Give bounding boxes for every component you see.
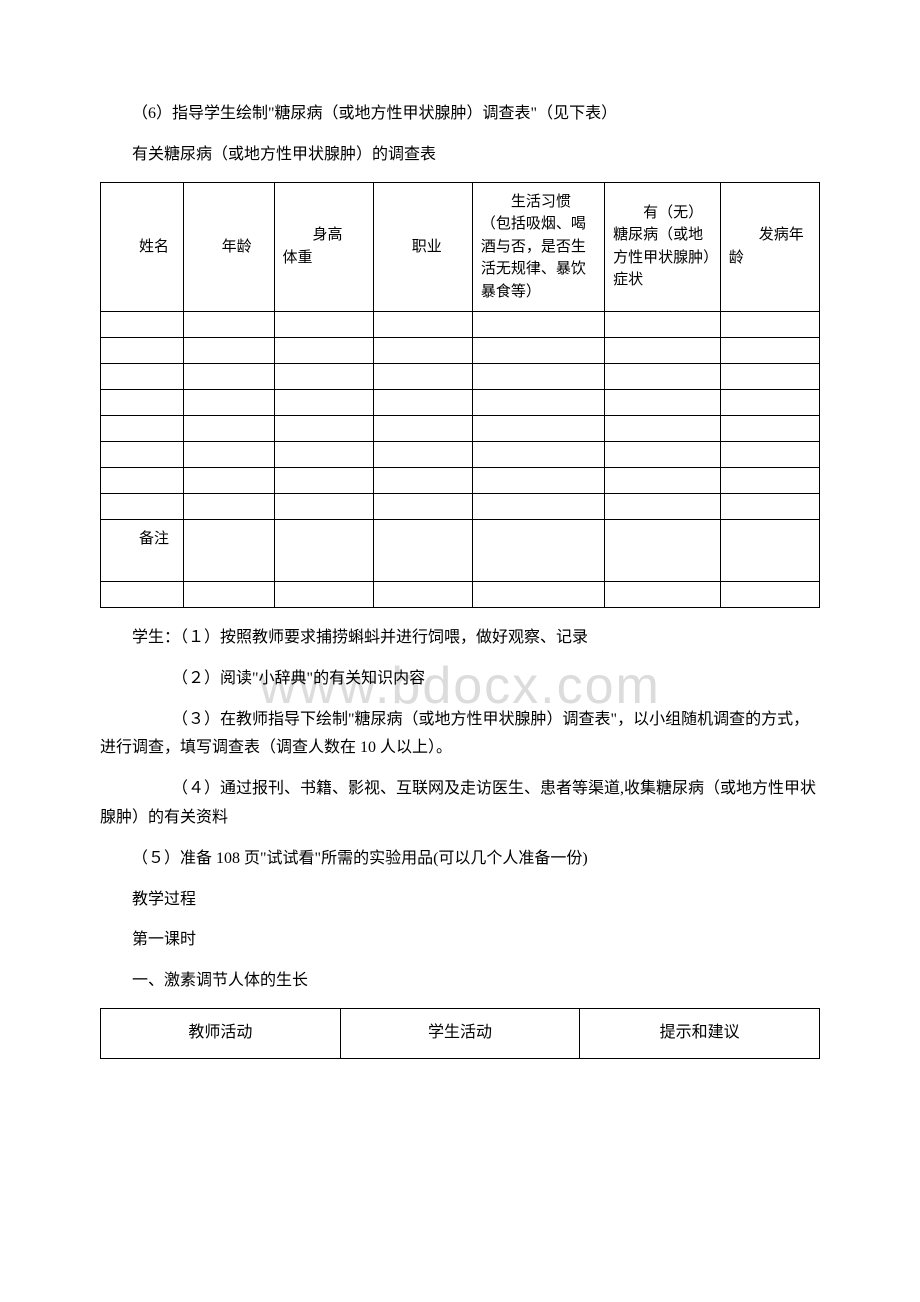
paragraph-lesson-1: 第一课时 [100,926,820,955]
table-remark-row: 备注 [101,520,820,582]
table-header-row: 姓名 年龄 身高 体重 职业 生活习惯（包括吸烟、喝酒与否，是否生活无规律、暴饮… [101,182,820,312]
table-row [101,364,820,390]
header-name: 姓名 [101,182,184,312]
footer-table: 教师活动 学生活动 提示和建议 [100,1008,820,1059]
header-onset-age: 发病年龄 [720,182,819,312]
footer-col-hint: 提示和建议 [580,1009,820,1059]
paragraph-student-4: （４）通过报刊、书籍、影视、互联网及走访医生、患者等渠道,收集糖尿病（或地方性甲… [100,775,820,833]
header-age: 年龄 [183,182,274,312]
paragraph-student-2: （２）阅读"小辞典"的有关知识内容 [100,665,820,694]
remark-label: 备注 [101,520,184,582]
intro-line-1: （6）指导学生绘制"糖尿病（或地方性甲状腺肿）调查表"（见下表） [100,100,820,129]
table-row [101,312,820,338]
paragraph-student-5: （５）准备 108 页"试试看"所需的实验用品(可以几个人准备一份) [100,845,820,874]
footer-table-row: 教师活动 学生活动 提示和建议 [101,1009,820,1059]
paragraph-student-3: （３）在教师指导下绘制"糖尿病（或地方性甲状腺肿）调查表"，以小组随机调查的方式… [100,706,820,764]
footer-col-teacher: 教师活动 [101,1009,341,1059]
table-row [101,494,820,520]
header-symptom: 有（无）糖尿病（或地方性甲状腺肿）症状 [605,182,721,312]
paragraph-process: 教学过程 [100,886,820,915]
paragraph-section-1: 一、激素调节人体的生长 [100,967,820,996]
paragraph-student-3-text: （３）在教师指导下绘制"糖尿病（或地方性甲状腺肿）调查表"，以小组随机调查的方式… [100,711,809,757]
document-content: （6）指导学生绘制"糖尿病（或地方性甲状腺肿）调查表"（见下表） 有关糖尿病（或… [100,100,820,1059]
table-row [101,468,820,494]
paragraph-student-1: 学生：（１）按照教师要求捕捞蝌蚪并进行饲喂，做好观察、记录 [100,624,820,653]
table-row [101,442,820,468]
paragraph-student-4-text: （４）通过报刊、书籍、影视、互联网及走访医生、患者等渠道,收集糖尿病（或地方性甲… [100,780,816,826]
table-row [101,582,820,608]
header-height-weight: 身高 体重 [274,182,373,312]
header-habit: 生活习惯（包括吸烟、喝酒与否，是否生活无规律、暴饮暴食等） [472,182,604,312]
table-row [101,416,820,442]
table-row [101,390,820,416]
header-job: 职业 [373,182,472,312]
footer-col-student: 学生活动 [340,1009,580,1059]
intro-line-2: 有关糖尿病（或地方性甲状腺肿）的调查表 [100,141,820,170]
survey-table: 姓名 年龄 身高 体重 职业 生活习惯（包括吸烟、喝酒与否，是否生活无规律、暴饮… [100,182,820,609]
table-row [101,338,820,364]
